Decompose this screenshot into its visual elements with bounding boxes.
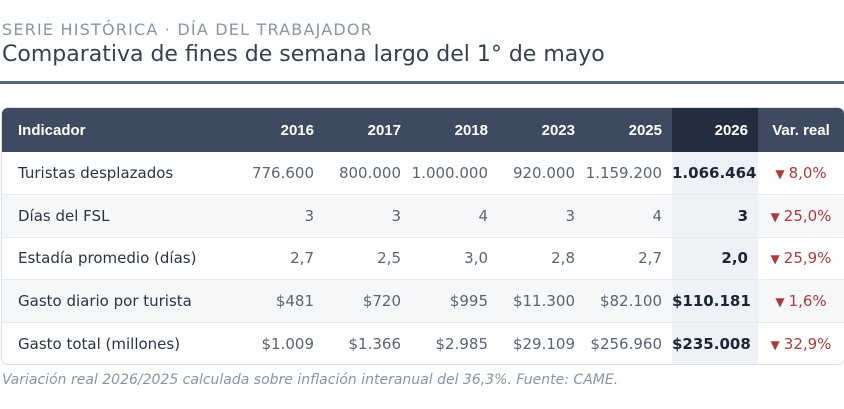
- column-header-2025: 2025: [585, 108, 672, 152]
- column-header-var-real: Var. real: [758, 108, 844, 152]
- row-label: Estadía promedio (días): [18, 249, 197, 268]
- table-cell: 2,7: [290, 249, 314, 268]
- row-label: Gasto diario por turista: [2, 279, 237, 322]
- down-triangle-icon: ▼: [770, 252, 780, 267]
- column-header-2017: 2017: [324, 108, 411, 152]
- page-title: Comparativa de fines de semana largo del…: [2, 42, 605, 67]
- variation-cell: ▼ 1,6%: [758, 279, 844, 322]
- table-cell: $82.100: [585, 279, 672, 322]
- down-triangle-icon: ▼: [770, 337, 780, 352]
- table-row: Estadía promedio (días) 2,7 2,5 3,0 2,8 …: [2, 237, 844, 280]
- table-cell: $481: [237, 279, 324, 322]
- table-cell: $995: [411, 279, 498, 322]
- table-cell-2026: $110.181: [672, 279, 758, 322]
- table-cell: 800.000: [338, 164, 401, 182]
- variation-value: 1,6%: [788, 291, 827, 310]
- table-cell: $256.960: [590, 334, 662, 353]
- variation-cell: ▼ 25,0%: [758, 194, 844, 237]
- table-row: Gasto diario por turista $481 $720 $995 …: [2, 279, 844, 322]
- table-cell: 3: [324, 194, 411, 237]
- table-cell: 2,5: [377, 249, 401, 268]
- eyebrow-label: SERIE HISTÓRICA · DÍA DEL TRABAJADOR: [2, 20, 374, 39]
- table-cell: 3: [237, 194, 324, 237]
- table-cell: $720: [324, 279, 411, 322]
- comparison-table-card: Indicador 2016 2017 2018 2023 2025 2026 …: [1, 107, 844, 365]
- table-cell: 3: [498, 194, 585, 237]
- column-header-2018: 2018: [411, 108, 498, 152]
- down-triangle-icon: ▼: [775, 294, 785, 309]
- table-cell-2026: 3: [672, 194, 758, 237]
- table-cell: $11.300: [498, 279, 585, 322]
- table-cell: 920.000: [512, 164, 575, 182]
- row-label: Gasto total (millones): [18, 334, 181, 353]
- variation-cell: ▼ 25,9%: [758, 237, 844, 280]
- table-row: Turistas desplazados 776.600 800.000 1.0…: [2, 152, 844, 195]
- table-cell: $29.109: [512, 334, 575, 353]
- column-header-indicador: Indicador: [2, 108, 237, 152]
- table-cell: 2,8: [551, 249, 575, 268]
- variation-value: 25,0%: [783, 206, 832, 225]
- column-header-2016: 2016: [237, 108, 324, 152]
- table-row: Días del FSL 3 3 4 3 4 3 ▼ 25,0%: [2, 194, 844, 237]
- comparison-table: Indicador 2016 2017 2018 2023 2025 2026 …: [2, 108, 844, 364]
- variation-value: 32,9%: [783, 334, 832, 353]
- table-cell: 1.000.000: [411, 164, 488, 182]
- variation-cell: ▼ 32,9%: [758, 322, 844, 364]
- table-header-row: Indicador 2016 2017 2018 2023 2025 2026 …: [2, 108, 844, 152]
- variation-value: 25,9%: [783, 249, 832, 268]
- row-label: Turistas desplazados: [18, 164, 174, 182]
- column-header-2026: 2026: [672, 108, 758, 152]
- table-cell: 2,7: [638, 249, 662, 268]
- down-triangle-icon: ▼: [770, 209, 780, 224]
- table-cell: 776.600: [251, 164, 314, 182]
- variation-value: 8,0%: [788, 164, 827, 182]
- table-cell: 3,0: [464, 249, 488, 268]
- table-cell: $1.009: [261, 334, 315, 353]
- column-header-2023: 2023: [498, 108, 585, 152]
- table-cell: 1.159.200: [585, 164, 662, 182]
- table-row: Gasto total (millones) $1.009 $1.366 $2.…: [2, 322, 844, 364]
- variation-cell: ▼ 8,0%: [758, 152, 844, 195]
- table-cell-2026: $235.008: [672, 322, 758, 364]
- table-cell: $2.985: [435, 334, 489, 353]
- table-cell-2026: 2,0: [672, 237, 758, 280]
- row-label: Días del FSL: [2, 194, 237, 237]
- down-triangle-icon: ▼: [775, 167, 785, 181]
- table-cell: $1.366: [348, 334, 402, 353]
- title-divider: [0, 81, 844, 84]
- table-cell-2026: 1.066.464: [672, 152, 758, 195]
- table-cell: 4: [585, 194, 672, 237]
- footnote: Variación real 2026/2025 calculada sobre…: [2, 372, 619, 388]
- table-cell: 4: [411, 194, 498, 237]
